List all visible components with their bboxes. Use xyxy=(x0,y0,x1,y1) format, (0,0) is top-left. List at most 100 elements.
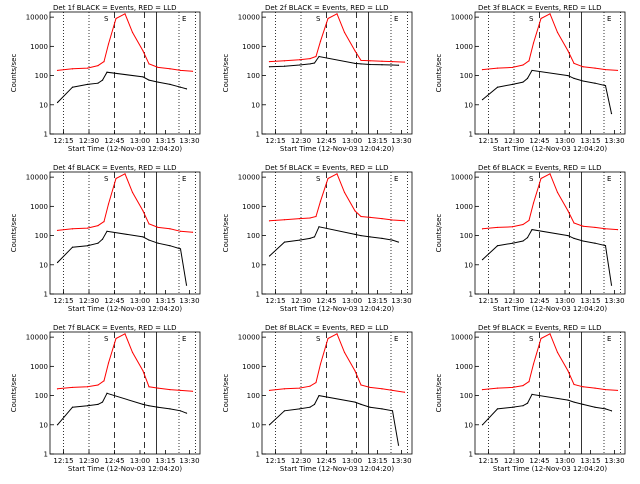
data-point-lld xyxy=(604,228,607,230)
data-point-lld xyxy=(343,191,346,194)
plot-frame xyxy=(474,331,626,455)
y-axis-label: Counts/sec xyxy=(10,214,18,253)
data-point-events xyxy=(594,242,596,244)
y-tick-label: 10000 xyxy=(26,14,48,22)
x-tick-label: 13:00 xyxy=(342,137,362,145)
data-point-events xyxy=(381,64,383,66)
data-point-lld xyxy=(56,69,59,72)
data-point-lld xyxy=(71,68,74,70)
data-point-events xyxy=(391,239,394,241)
data-point-lld xyxy=(616,229,619,231)
x-tick-label: 12:15 xyxy=(53,137,73,145)
detector-panel-5: Det 5f BLACK = Events, RED = LLD S E 1 10 100… xyxy=(222,164,413,313)
data-point-events xyxy=(268,424,271,426)
data-point-lld xyxy=(169,68,171,70)
y-tick-label: 1000 xyxy=(242,203,260,211)
data-point-lld xyxy=(391,389,394,392)
x-tick-label: 13:00 xyxy=(555,297,575,305)
detector-panel-1: Det 1f BLACK = Events, RED = LLD S E 1 10 100… xyxy=(10,4,201,153)
data-point-lld xyxy=(179,230,182,232)
data-point-lld xyxy=(148,386,150,388)
data-point-lld xyxy=(616,69,619,72)
x-tick-label: 13:15 xyxy=(367,137,387,145)
x-axis-label: Start Time (12-Nov-03 12:04:20) xyxy=(280,465,394,473)
y-tick-label: 10 xyxy=(251,421,260,429)
data-point-lld xyxy=(169,389,171,391)
y-tick-label: 10000 xyxy=(26,174,48,182)
y-tick-label: 10 xyxy=(251,101,260,109)
panel-title: Det 8f BLACK = Events, RED = LLD xyxy=(265,324,388,332)
panel-title: Det 7f BLACK = Events, RED = LLD xyxy=(53,324,176,332)
data-point-lld xyxy=(391,219,394,221)
data-point-lld xyxy=(582,225,584,227)
y-axis-label: Counts/sec xyxy=(435,214,443,253)
series-line-lld xyxy=(269,13,405,63)
data-point-events xyxy=(369,236,371,238)
y-tick-label: 1 xyxy=(256,291,260,299)
data-point-events xyxy=(101,238,104,240)
marker-label: S xyxy=(529,15,534,23)
data-point-lld xyxy=(532,42,535,44)
data-point-lld xyxy=(369,386,371,389)
data-point-lld xyxy=(403,391,406,393)
data-point-lld xyxy=(107,43,110,45)
x-axis-label: Start Time (12-Nov-03 12:04:20) xyxy=(280,145,394,153)
data-point-lld xyxy=(283,60,286,62)
data-point-events xyxy=(283,65,286,67)
data-point-events xyxy=(610,410,613,412)
y-axis-label: Counts/sec xyxy=(435,374,443,413)
x-tick-label: 13:15 xyxy=(367,297,387,305)
detector-panel-7: Det 7f BLACK = Events, RED = LLD S E 1 10 100… xyxy=(10,324,201,473)
data-point-events xyxy=(582,80,584,82)
panel-title: Det 1f BLACK = Events, RED = LLD xyxy=(53,4,176,12)
data-point-lld xyxy=(298,59,301,61)
data-point-events xyxy=(360,63,362,65)
marker-label: E xyxy=(394,175,398,183)
marker-label: S xyxy=(104,335,109,343)
data-point-events xyxy=(71,406,74,408)
x-tick-label: 12:30 xyxy=(291,457,311,465)
data-point-lld xyxy=(573,62,575,65)
y-tick-label: 1 xyxy=(256,131,260,139)
data-point-events xyxy=(148,79,150,81)
marker-label: E xyxy=(182,335,186,343)
data-point-events xyxy=(511,242,514,244)
data-point-events xyxy=(268,66,271,68)
data-point-lld xyxy=(309,385,311,387)
data-point-events xyxy=(298,64,301,66)
data-point-lld xyxy=(528,60,530,62)
data-point-events xyxy=(496,86,499,88)
data-point-events xyxy=(97,242,99,244)
x-tick-label: 12:15 xyxy=(478,137,498,145)
data-point-lld xyxy=(511,66,514,69)
x-tick-label: 13:15 xyxy=(155,297,175,305)
data-point-events xyxy=(157,406,159,408)
y-tick-label: 1 xyxy=(469,291,473,299)
data-point-events xyxy=(56,101,59,104)
data-point-events xyxy=(185,412,188,414)
x-tick-label: 12:15 xyxy=(478,297,498,305)
data-point-lld xyxy=(169,228,171,230)
data-point-lld xyxy=(103,221,105,223)
data-point-events xyxy=(157,242,159,244)
marker-label: S xyxy=(529,175,534,183)
panel-title: Det 5f BLACK = Events, RED = LLD xyxy=(265,164,388,172)
data-point-lld xyxy=(309,217,311,219)
marker-label: E xyxy=(607,15,611,23)
data-point-events xyxy=(481,99,484,101)
y-axis-label: Counts/sec xyxy=(10,374,18,413)
data-point-events xyxy=(594,406,596,408)
data-point-lld xyxy=(556,351,559,354)
data-point-events xyxy=(142,403,144,405)
y-tick-label: 10000 xyxy=(451,174,473,182)
y-tick-label: 1 xyxy=(44,451,48,459)
data-point-events xyxy=(526,237,529,239)
x-tick-label: 13:15 xyxy=(580,457,600,465)
data-point-lld xyxy=(319,363,322,365)
data-point-lld xyxy=(97,384,99,386)
plot-frame xyxy=(474,11,626,135)
data-point-events xyxy=(610,284,613,286)
data-point-lld xyxy=(594,226,596,229)
data-point-lld xyxy=(481,228,484,230)
